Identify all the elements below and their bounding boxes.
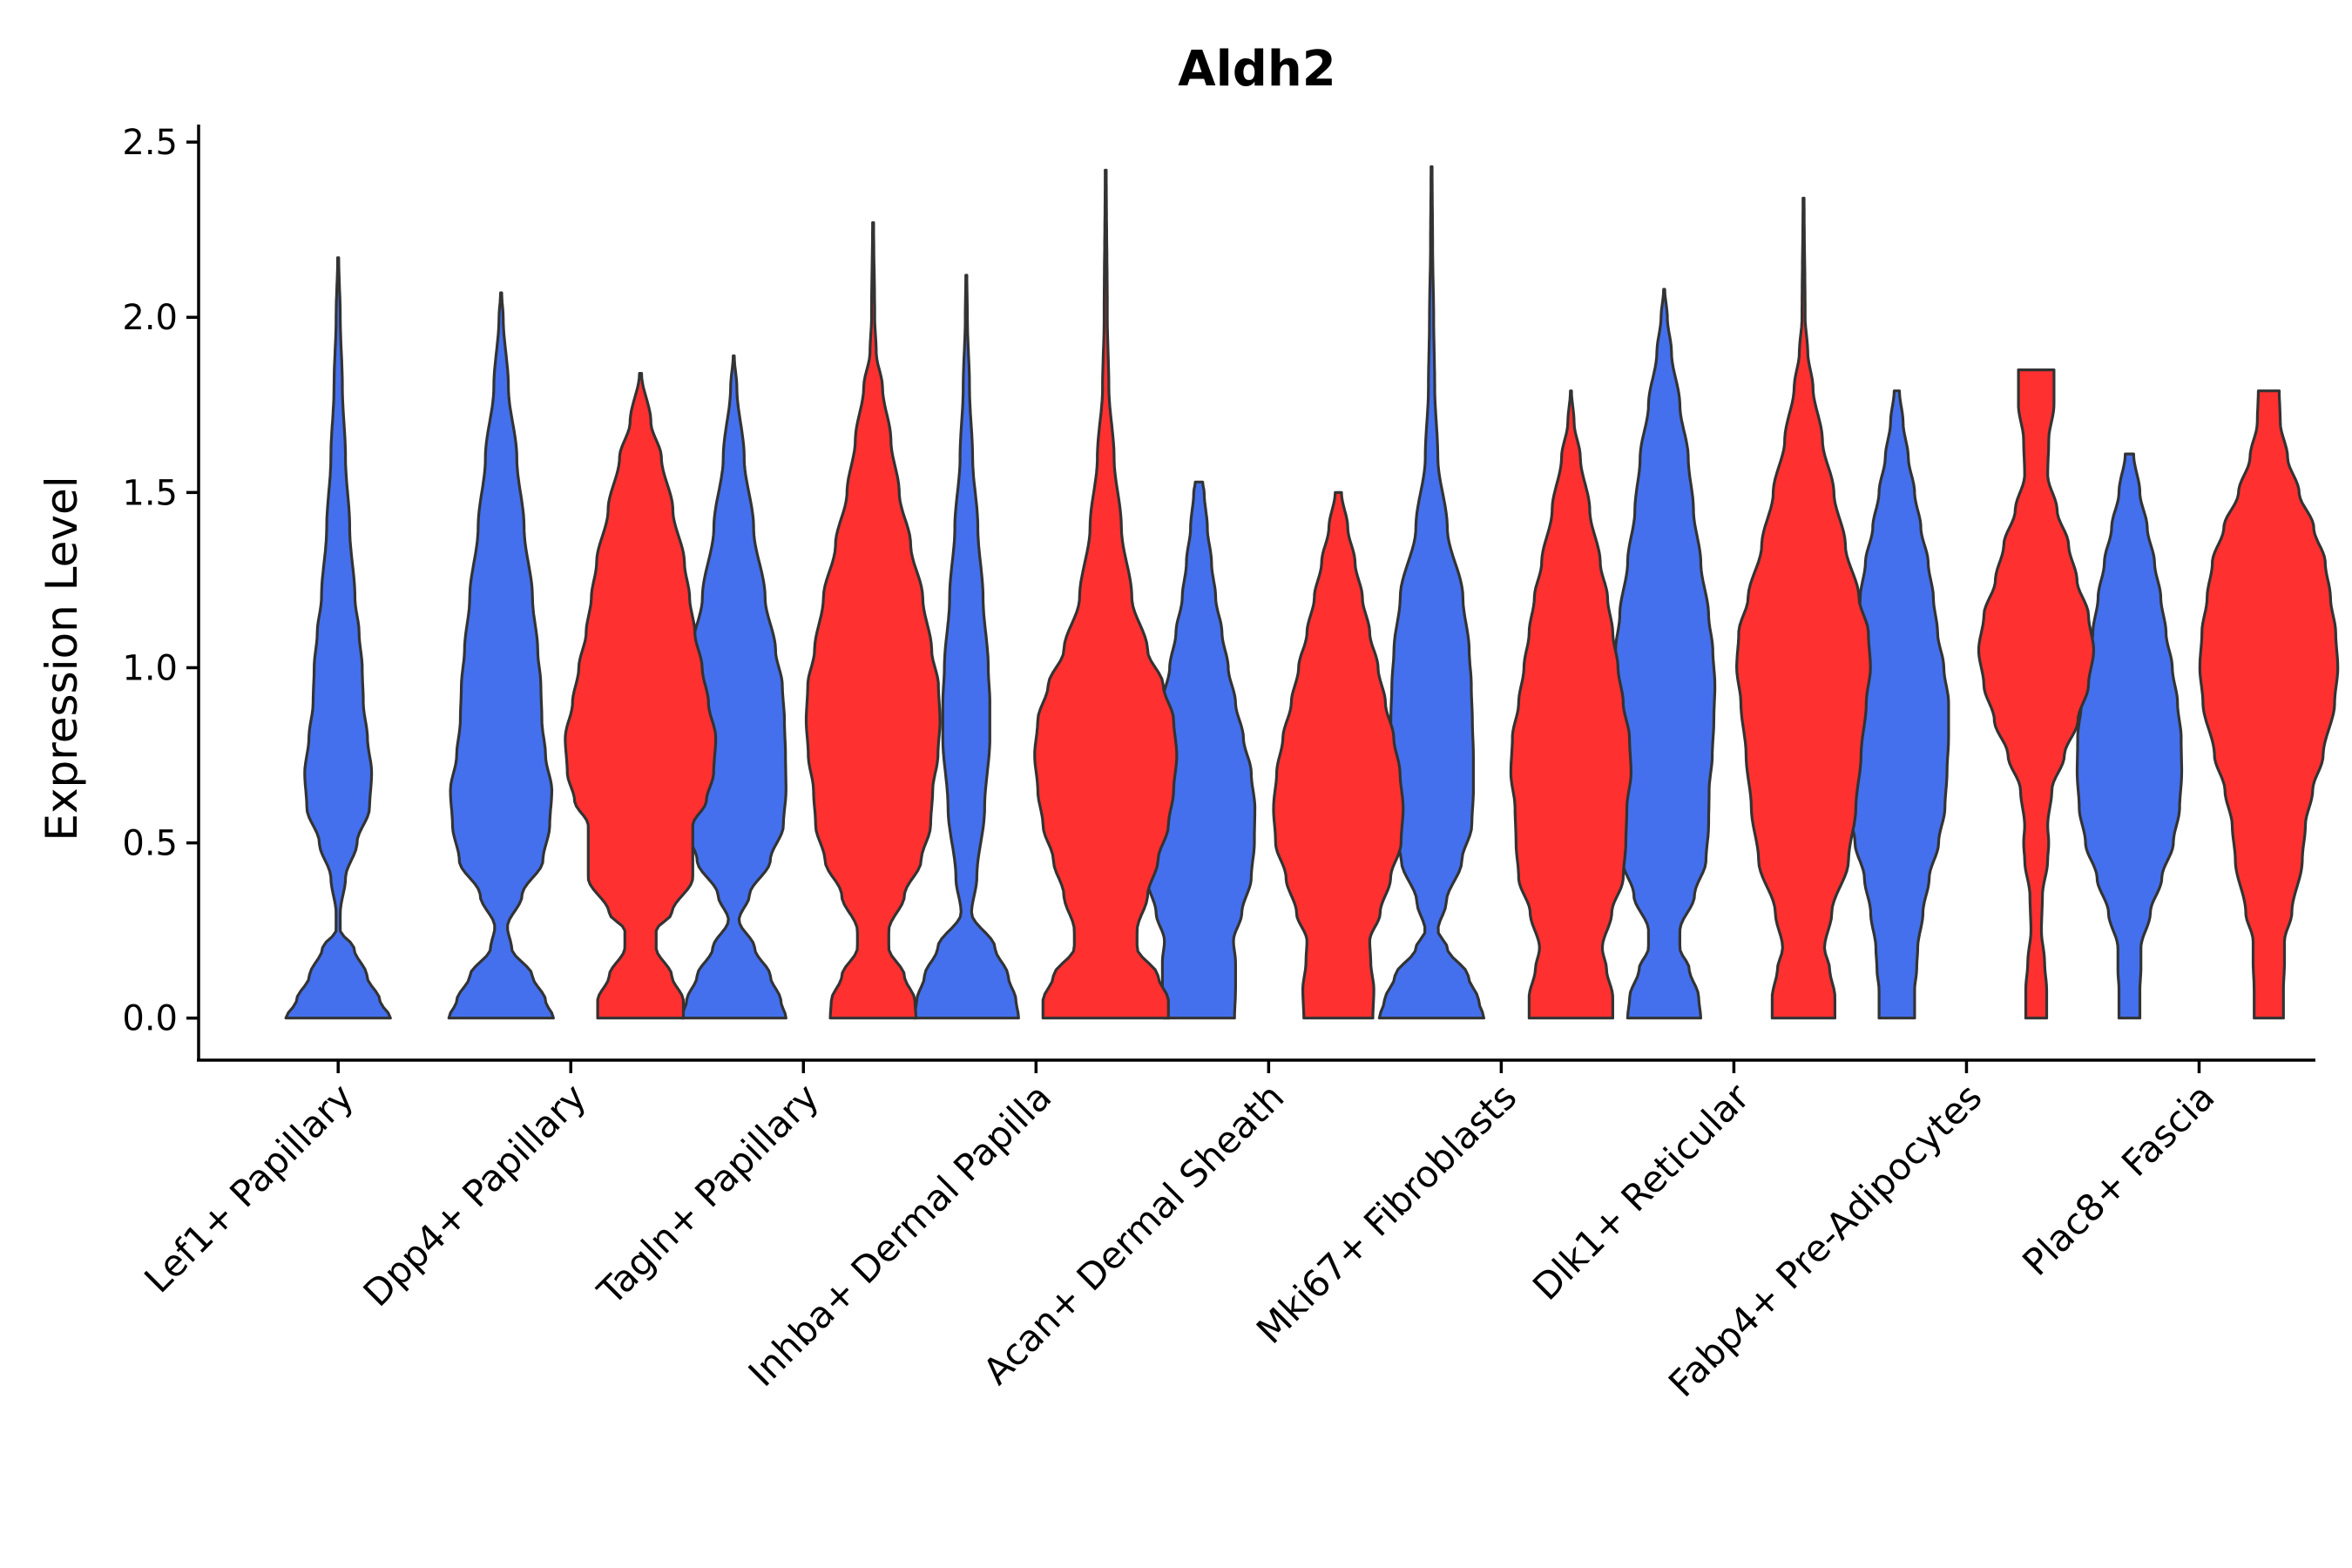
y-tick-label: 2.0 (122, 298, 178, 338)
violin-dpp4-papillary-group2 (564, 372, 718, 1020)
violin-plac8-fascia-group2 (2198, 389, 2340, 1020)
y-tick-label: 0.5 (122, 824, 178, 864)
violin-mki67-fibroblasts-group1 (1377, 165, 1485, 1020)
violin-dpp4-papillary-group1 (447, 291, 555, 1020)
violin-dlk1-reticular-group1 (1612, 287, 1717, 1020)
x-tick-label: Lef1+ Papillary (136, 1075, 362, 1301)
violin-layer (284, 165, 2340, 1020)
violin-acan-dermal-sheath-group2 (1272, 490, 1405, 1020)
violin-tagln-papillary-group2 (804, 221, 942, 1020)
y-axis-label: Expression Level (37, 476, 87, 841)
y-axis-ticks: 0.0 0.5 1.0 1.5 2.0 2.5 (122, 123, 199, 1039)
x-tick-label: Dpp4+ Papillary (355, 1075, 595, 1315)
y-tick-label: 1.0 (122, 648, 178, 688)
y-tick-label: 0.0 (122, 999, 178, 1039)
chart-title: Aldh2 (1178, 41, 1335, 98)
violin-inhba-dermal-papilla-group1 (912, 274, 1020, 1020)
x-tick-label: Tagln+ Papillary (589, 1075, 827, 1313)
x-tick-label: Mki67+ Fibroblasts (1248, 1075, 1524, 1351)
y-tick-label: 1.5 (122, 473, 178, 513)
y-tick-label: 2.5 (122, 123, 178, 163)
x-tick-label: Plac8+ Fascia (2014, 1075, 2222, 1283)
violin-inhba-dermal-papilla-group2 (1033, 168, 1179, 1020)
violin-dlk1-reticular-group2 (1735, 196, 1872, 1020)
violin-lef1-papillary-group1 (284, 256, 392, 1020)
violin-plac8-fascia-group1 (2075, 452, 2184, 1020)
x-tick-label: Dlk1+ Reticular (1524, 1075, 1758, 1308)
violin-fabp4-pre-adipocytes-group2 (1977, 368, 2095, 1020)
violin-mki67-fibroblasts-group2 (1509, 389, 1632, 1020)
